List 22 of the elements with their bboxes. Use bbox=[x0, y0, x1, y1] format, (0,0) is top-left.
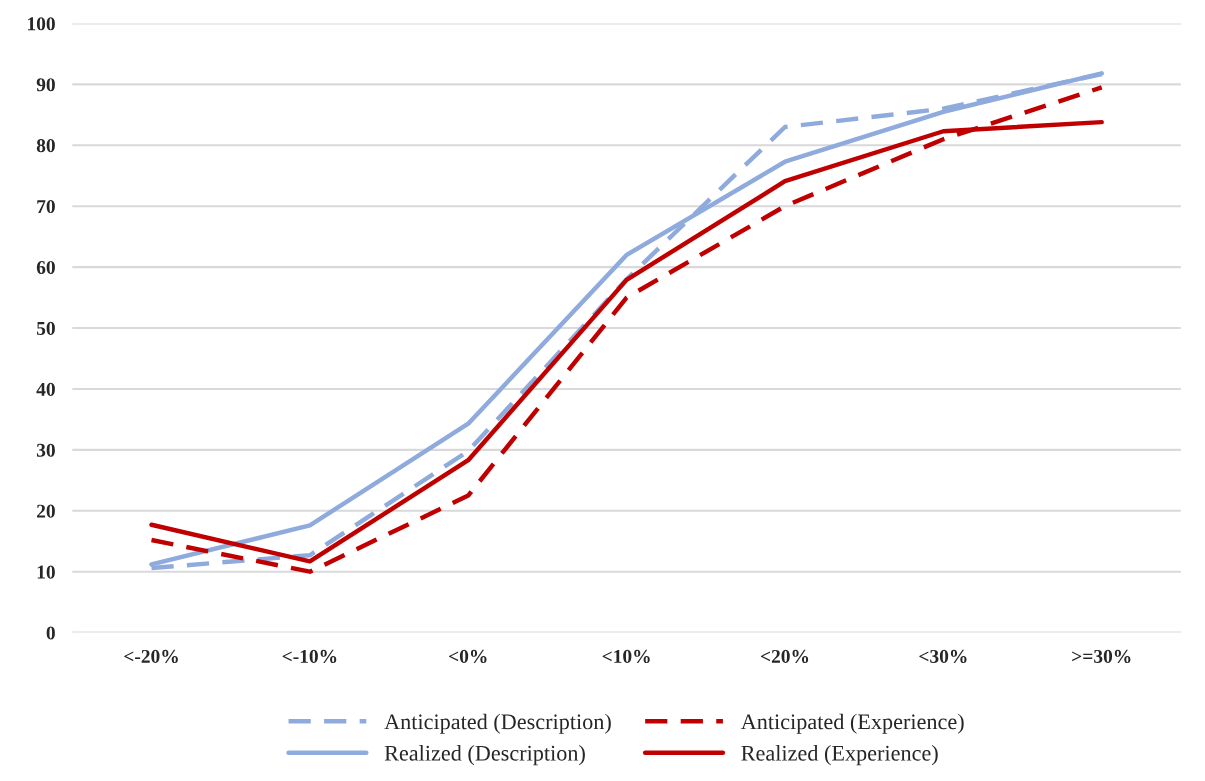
x-tick-label: <0% bbox=[449, 649, 487, 664]
x-tick-label: <30% bbox=[919, 649, 967, 664]
y-tick-label: 0 bbox=[46, 626, 55, 640]
legend-label: Anticipated (Description) bbox=[384, 713, 611, 734]
y-tick-label: 30 bbox=[36, 443, 55, 457]
y-tick-label: 60 bbox=[36, 260, 55, 275]
x-tick-label: <20% bbox=[760, 649, 809, 664]
y-tick-label: 70 bbox=[37, 200, 55, 214]
x-tick-label: <-20% bbox=[124, 649, 178, 664]
legend-label: Realized (Description) bbox=[384, 745, 585, 766]
y-tick-label: 50 bbox=[36, 321, 55, 335]
legend-label: Anticipated (Experience) bbox=[740, 713, 964, 734]
y-tick-label: 80 bbox=[36, 139, 55, 153]
y-tick-label: 10 bbox=[37, 565, 55, 579]
y-tick-label: 40 bbox=[36, 382, 55, 396]
x-tick-label: >=30% bbox=[1072, 649, 1131, 664]
legend-label: Realized (Experience) bbox=[741, 745, 938, 766]
x-tick-label: <-10% bbox=[282, 649, 337, 664]
y-tick-label: 100 bbox=[28, 17, 55, 31]
x-tick-label: <10% bbox=[602, 649, 650, 664]
y-tick-label: 20 bbox=[37, 504, 55, 518]
y-tick-label: 90 bbox=[36, 78, 55, 92]
